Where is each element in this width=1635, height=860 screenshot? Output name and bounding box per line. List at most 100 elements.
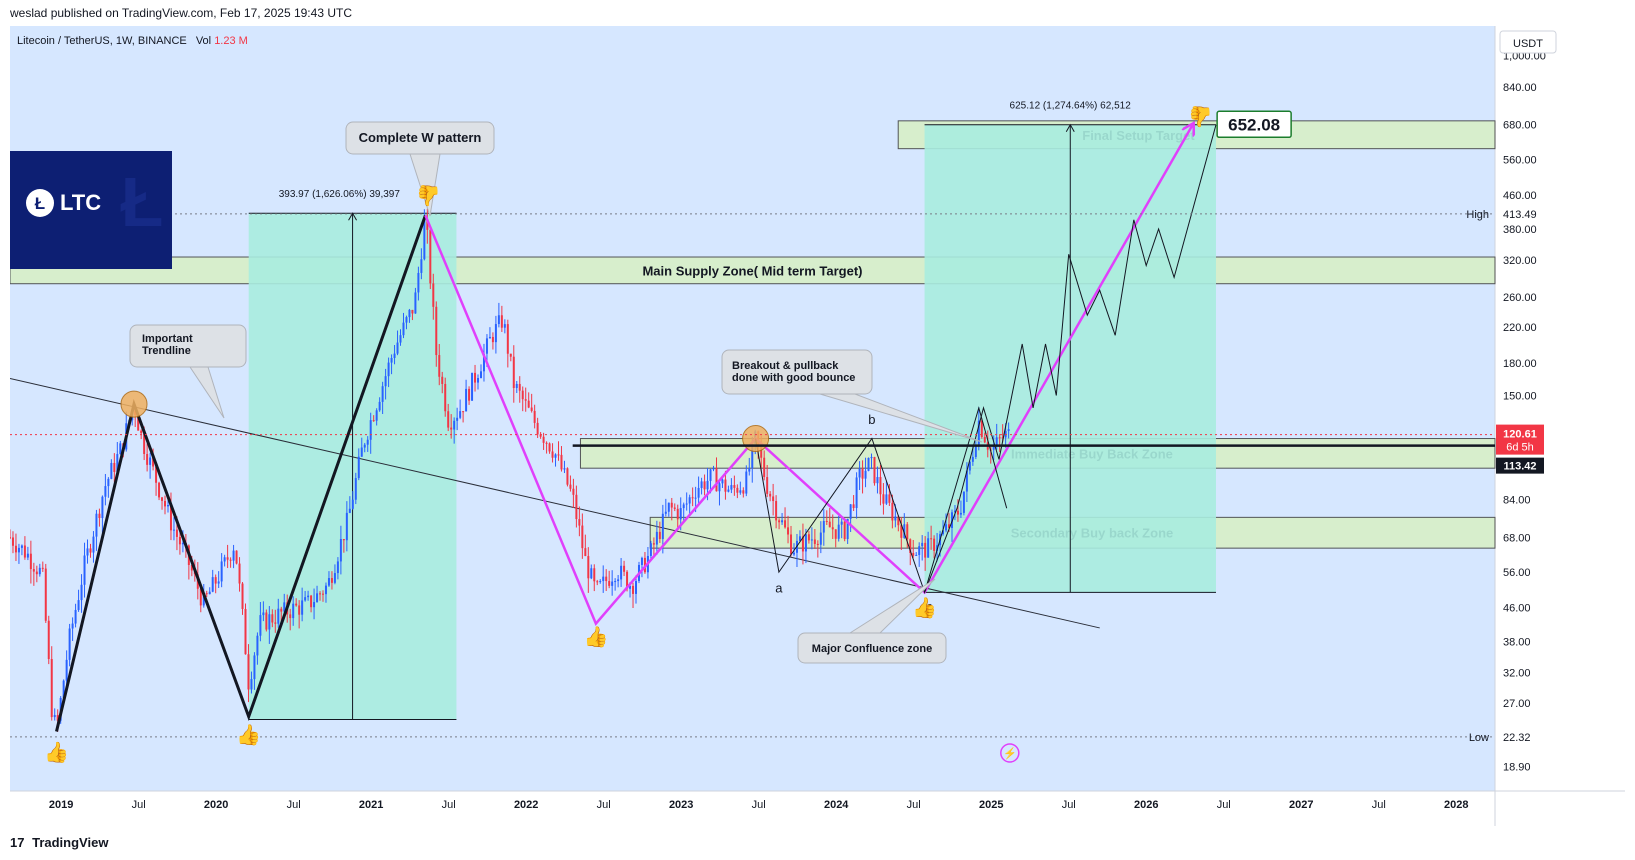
candle-body <box>515 383 518 389</box>
candle-body <box>772 496 775 502</box>
candle-body <box>202 593 205 606</box>
y-tick-label: 460.00 <box>1503 190 1537 202</box>
chart-svg[interactable]: Main Supply Zone( Mid term Target)Immedi… <box>9 26 1625 826</box>
candle-body <box>107 478 110 487</box>
candle-body <box>867 457 870 471</box>
candle-body <box>861 468 864 479</box>
w-pattern-line[interactable] <box>55 214 427 732</box>
candle-body <box>86 548 89 556</box>
y-tick-label: 46.00 <box>1503 602 1531 614</box>
candle-body <box>942 530 945 535</box>
candle-body <box>178 536 181 545</box>
candle-body <box>426 219 429 230</box>
candle-body <box>226 557 229 560</box>
y-tick-label: 380.00 <box>1503 224 1537 236</box>
candle-body <box>80 584 83 601</box>
y-tick-label: 150.00 <box>1503 391 1537 403</box>
candle-body <box>1001 437 1004 439</box>
candle-body <box>542 436 545 443</box>
candle-body <box>700 481 703 488</box>
candle-body <box>682 504 685 509</box>
projection-path[interactable] <box>924 124 1217 593</box>
candle-body <box>548 443 551 452</box>
candle-body <box>858 468 861 478</box>
candle-body <box>718 483 721 492</box>
y-tick-label: 840.00 <box>1503 82 1537 94</box>
candle-body <box>560 454 563 470</box>
x-tick-label: 2024 <box>824 799 849 811</box>
candle-body <box>879 477 882 495</box>
x-tick-label: Jul <box>132 799 146 811</box>
candle-body <box>295 603 298 606</box>
candle-body <box>110 462 113 479</box>
candle-body <box>9 537 11 539</box>
candle-body <box>429 229 432 284</box>
x-tick-label: 2021 <box>359 799 383 811</box>
abc-wave-line[interactable] <box>755 406 1008 595</box>
candle-body <box>384 376 387 387</box>
callout-w-pattern[interactable]: Complete W pattern <box>345 121 495 217</box>
thumbs-down-icon: 👍 <box>1188 105 1213 129</box>
candle-body <box>488 336 491 339</box>
currency-button[interactable]: USDT <box>1499 30 1557 54</box>
candle-body <box>581 525 584 549</box>
candle-body <box>244 608 247 655</box>
candle-body <box>453 420 456 430</box>
candle-body <box>268 614 271 630</box>
candle-body <box>474 372 477 383</box>
candle-body <box>921 542 924 547</box>
candle-body <box>435 306 438 356</box>
candle-body <box>509 353 512 357</box>
candle-body <box>539 434 542 437</box>
candle-body <box>485 338 488 354</box>
candle-body <box>333 573 336 583</box>
candle-body <box>635 580 638 594</box>
candle-body <box>888 494 891 503</box>
candle-body <box>518 383 521 391</box>
candle-body <box>217 581 220 584</box>
candle-body <box>554 454 557 458</box>
symbol-title: Litecoin / TetherUS, 1W, BINANCE Vol 1.2… <box>17 35 248 47</box>
candle-body <box>366 439 369 445</box>
candle-body <box>277 608 280 624</box>
candle-body <box>155 466 158 483</box>
x-tick-label: Jul <box>752 799 766 811</box>
candle-body <box>894 516 897 521</box>
candle-body <box>626 571 629 589</box>
candle-body <box>432 283 435 307</box>
candle-body <box>360 447 363 457</box>
tradingview-brand[interactable]: 17 TradingView <box>10 835 108 850</box>
candle-body <box>503 324 506 328</box>
candle-body <box>593 568 596 582</box>
candle-body <box>339 539 342 562</box>
candle-body <box>289 614 292 619</box>
candle-body <box>247 654 250 690</box>
candle-body <box>304 597 307 601</box>
candle-body <box>971 456 974 462</box>
candle-body <box>658 531 661 539</box>
candle-body <box>685 503 688 505</box>
candle-body <box>676 508 679 520</box>
callout-confluence[interactable]: Major Confluence zone <box>797 578 947 664</box>
candle-body <box>620 565 623 580</box>
y-tick-label: 560.00 <box>1503 155 1537 167</box>
candle-body <box>399 335 402 343</box>
candle-body <box>906 524 909 540</box>
candle-body <box>733 485 736 488</box>
bar-countdown: 6d 5h <box>1506 442 1534 454</box>
candle-body <box>724 479 727 492</box>
callout-breakout-box <box>721 349 873 395</box>
y-tick-label: 1,000.00 <box>1503 51 1546 63</box>
y-tick-label: 56.00 <box>1503 567 1531 579</box>
wave-label-c: c <box>926 599 933 614</box>
candle-body <box>301 600 304 615</box>
candle-body <box>53 714 56 718</box>
event-lightning-icon[interactable] <box>1000 743 1020 763</box>
candle-body <box>703 481 706 490</box>
chart-frame[interactable]: Main Supply Zone( Mid term Target)Immedi… <box>9 26 1625 826</box>
candle-body <box>781 520 784 523</box>
candle-body <box>232 550 235 561</box>
candle-body <box>98 513 101 519</box>
